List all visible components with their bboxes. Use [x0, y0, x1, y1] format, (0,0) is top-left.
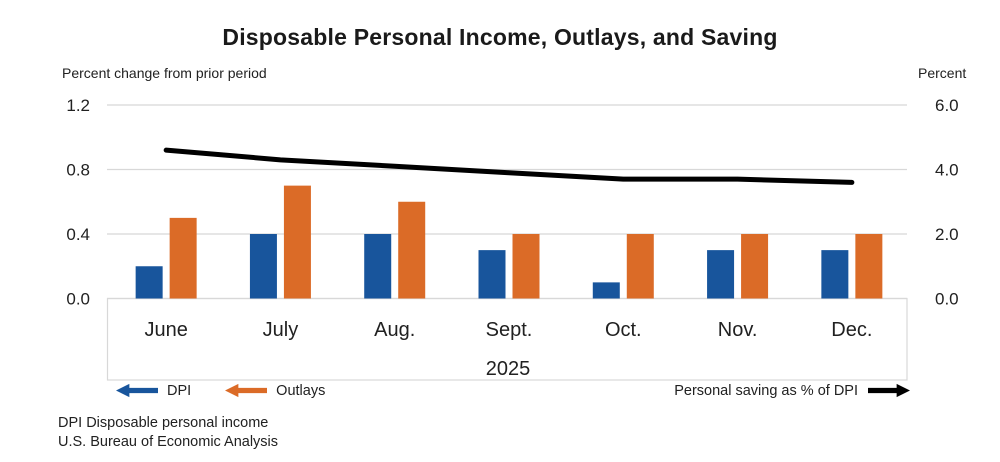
legend-saving: Personal saving as % of DPI — [674, 382, 910, 399]
saving-arrow-icon — [868, 383, 910, 398]
bar-dpi-Dec. — [821, 250, 849, 299]
bar-dpi-June — [135, 266, 163, 299]
bar-dpi-July — [249, 234, 277, 299]
outlays-arrow-shape — [225, 383, 268, 398]
x-axis-frame — [106, 297, 908, 381]
bar-dpi-Sept. — [478, 250, 506, 299]
saving-line — [163, 147, 855, 185]
footnote-source: U.S. Bureau of Economic Analysis — [58, 434, 279, 450]
legend-bars: DPI Outlays — [116, 382, 325, 399]
x-tick-label: July — [263, 319, 299, 341]
left-tick-label: 0.4 — [66, 225, 90, 244]
x-tick-label: Sept. — [486, 319, 533, 341]
bar-outlays-Nov. — [741, 234, 769, 299]
footnotes: DPI Disposable personal income U.S. Bure… — [58, 414, 278, 452]
footnote-dpi-definition: DPI Disposable personal income — [58, 415, 269, 431]
x-tick-label: Dec. — [831, 319, 872, 341]
chart-title: Disposable Personal Income, Outlays, and… — [222, 24, 778, 50]
legend-dpi-label: DPI — [167, 382, 192, 399]
bar-dpi-Oct. — [592, 282, 620, 299]
saving-arrow-shape — [868, 383, 910, 398]
left-axis-caption: Percent change from prior period — [62, 65, 267, 81]
left-tick-label: 0.8 — [66, 161, 90, 180]
x-tick-label: June — [144, 319, 187, 341]
x-tick-label: Nov. — [718, 319, 758, 341]
dpi-arrow-shape — [116, 383, 158, 398]
right-tick-label: 2.0 — [935, 225, 959, 244]
dpi-arrow-icon — [116, 383, 158, 398]
right-tick-label: 6.0 — [935, 96, 959, 115]
bar-outlays-June — [169, 217, 197, 299]
left-tick-label: 1.2 — [66, 96, 90, 115]
bar-outlays-Dec. — [855, 234, 883, 299]
x-tick-label: Aug. — [374, 319, 415, 341]
legend-outlays-label: Outlays — [276, 382, 326, 399]
year-label: 2025 — [486, 358, 531, 380]
bar-dpi-Nov. — [707, 250, 735, 299]
bar-outlays-Aug. — [398, 201, 426, 299]
right-tick-label: 0.0 — [935, 290, 959, 309]
outlays-arrow-icon — [225, 383, 268, 398]
right-tick-label: 4.0 — [935, 161, 959, 180]
bar-outlays-Sept. — [512, 234, 540, 299]
right-axis-caption: Percent — [918, 65, 967, 81]
x-tick-label: Oct. — [605, 319, 642, 341]
bar-outlays-Oct. — [626, 234, 654, 299]
bar-dpi-Aug. — [364, 234, 392, 299]
bar-outlays-July — [283, 185, 311, 299]
legend-saving-label: Personal saving as % of DPI — [674, 382, 858, 399]
left-tick-label: 0.0 — [66, 290, 90, 309]
